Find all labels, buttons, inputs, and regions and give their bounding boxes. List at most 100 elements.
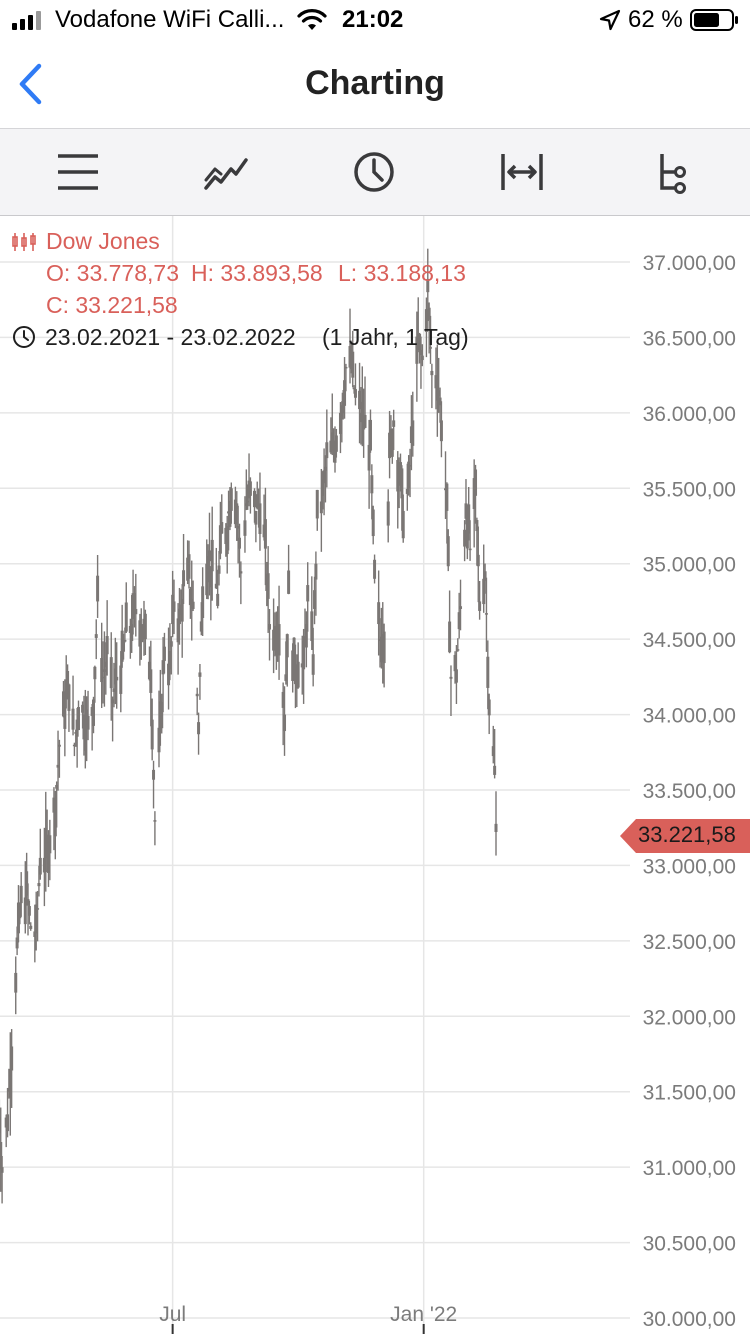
ohlc-body [321,479,325,496]
ohlc-body [427,307,431,320]
ohlc-body [100,658,104,683]
high-value: H: 33.893,58 [191,260,323,286]
ohlc-body [430,370,434,376]
y-tick-label: 30.500,00 [643,1233,736,1256]
ohlc-body [475,520,479,532]
clock-icon [354,152,394,192]
ohlc-body [429,347,433,349]
page-title: Charting [305,64,445,102]
ohlc-body [206,556,210,583]
ohlc-body [177,608,181,625]
ohlc-body [313,590,317,609]
ohlc-body [217,565,221,574]
ohlc-body [486,656,490,688]
ohlc-body [53,805,57,837]
chart-type-button[interactable] [202,148,250,196]
ohlc-body [445,483,449,511]
y-tick-label: 36.500,00 [643,327,736,350]
y-tick-label: 30.000,00 [643,1308,736,1331]
y-tick-label: 33.500,00 [643,780,736,803]
ohlc-body [197,722,201,735]
ohlc-body [353,389,357,398]
current-price-tag [620,819,750,853]
signal-strength-icon [12,11,41,30]
price-chart[interactable]: 37.000,00 36.500,00 36.000,00 35.500,00 35.0… [0,216,750,1334]
ohlc-body [322,470,326,484]
ohlc-body [408,465,412,467]
ohlc-body [225,526,229,555]
ohlc-body [468,548,472,551]
ohlc-body [134,608,138,615]
ohlc-body [454,669,458,683]
ohlc-body [292,637,296,670]
back-button[interactable] [12,60,52,108]
ohlc-body [132,593,136,614]
ohlc-body [482,578,486,605]
ohlc-body [244,503,248,506]
ohlc-body [424,309,428,332]
compare-button[interactable] [646,148,694,196]
ohlc-body [141,629,145,640]
ohlc-body [338,412,342,434]
ohlc-body [401,510,405,539]
ohlc-body [101,676,105,679]
ohlc-body [27,906,31,916]
ohlc-body [130,624,134,641]
ohlc-chart-canvas[interactable]: 37.000,00 36.500,00 36.000,00 35.500,00 35.0… [0,216,750,1334]
ohlc-body [0,1167,4,1173]
ohlc-body [56,764,60,768]
ohlc-body [439,420,443,442]
time-range-button[interactable] [350,148,398,196]
ohlc-body [306,585,310,602]
ohlc-body [386,501,390,526]
ohlc-body [214,583,218,589]
ohlc-body [191,601,195,609]
ohlc-body [94,634,98,638]
ohlc-body [382,631,386,664]
ohlc-body [418,333,422,350]
ohlc-body [42,857,46,873]
instrument-name: Dow Jones [46,228,160,254]
ohlc-body [491,746,495,757]
ohlc-body [113,668,117,685]
ohlc-body [467,504,471,534]
ohlc-body [283,714,287,732]
ohlc-body [343,380,347,406]
ohlc-body [123,639,127,642]
ohlc-body [258,503,262,534]
menu-icon [58,154,98,190]
navigation-bar: Charting [0,40,750,129]
ohlc-body [344,366,348,369]
compare-tree-icon [660,154,686,194]
ohlc-body [285,634,289,658]
y-tick-label: 35.000,00 [643,554,736,577]
ohlc-body [81,704,85,713]
y-tick-label: 31.000,00 [643,1157,736,1180]
ohlc-body [46,842,50,873]
ohlc-body [426,278,430,293]
fit-width-button[interactable] [498,148,546,196]
ohlc-body [457,612,461,630]
ohlc-body [111,699,115,704]
wifi-icon [297,9,327,30]
ohlc-body [449,676,453,679]
ohlc-body [169,641,173,647]
ohlc-body [493,765,497,775]
ohlc-body [237,537,241,549]
ohlc-body [55,784,59,789]
ohlc-body [143,613,147,640]
ohlc-body [248,481,252,496]
ohlc-body [296,661,300,688]
ohlc-body [415,336,419,364]
ohlc-body [160,702,164,729]
ohlc-body [310,611,314,642]
expand-horizontal-icon [501,154,543,190]
ohlc-body [228,500,232,527]
ohlc-body [220,522,224,534]
ohlc-body [446,536,450,567]
ohlc-body [437,390,441,397]
ohlc-body [330,432,334,451]
menu-button[interactable] [54,148,102,196]
ohlc-body [236,526,240,529]
ohlc-body [86,715,90,730]
